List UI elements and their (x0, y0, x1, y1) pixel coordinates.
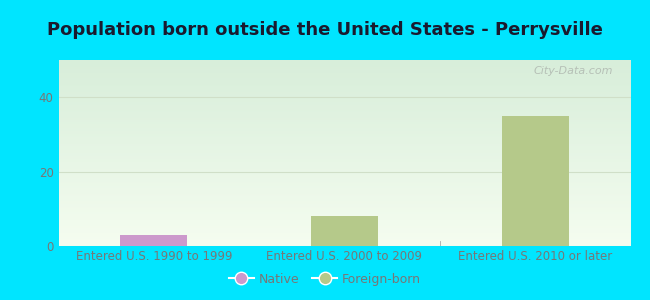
Bar (120, 235, 187, 246)
Bar (502, 116, 569, 246)
Text: Population born outside the United States - Perrysville: Population born outside the United State… (47, 21, 603, 39)
Text: City-Data.com: City-Data.com (534, 66, 614, 76)
Bar (311, 216, 378, 246)
Legend: Native, Foreign-born: Native, Foreign-born (224, 268, 426, 291)
